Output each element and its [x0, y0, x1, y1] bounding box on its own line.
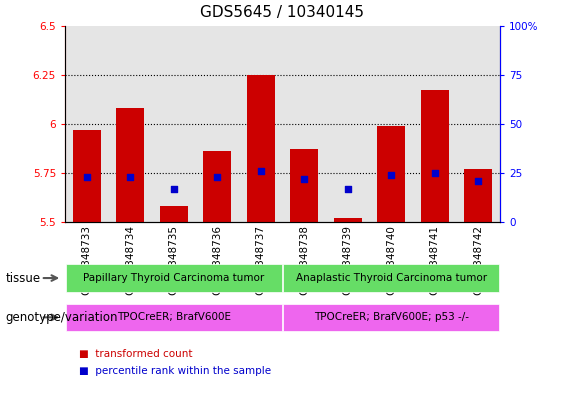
Bar [65, 26, 108, 222]
Point [170, 185, 179, 192]
Point [473, 178, 483, 184]
Bar [72, 130, 101, 222]
Bar [464, 169, 493, 222]
Point [82, 174, 92, 180]
Bar [333, 218, 362, 222]
Point [431, 170, 440, 176]
Bar [203, 151, 232, 222]
Point [212, 174, 221, 180]
Text: Papillary Thyroid Carcinoma tumor: Papillary Thyroid Carcinoma tumor [83, 273, 264, 283]
Bar [116, 108, 145, 222]
Bar [282, 26, 326, 222]
Bar [377, 126, 406, 222]
Text: Anaplastic Thyroid Carcinoma tumor: Anaplastic Thyroid Carcinoma tumor [295, 273, 487, 283]
Text: ■  percentile rank within the sample: ■ percentile rank within the sample [79, 366, 271, 376]
Bar [66, 264, 281, 292]
Text: genotype/variation: genotype/variation [6, 311, 118, 324]
Bar [290, 149, 319, 222]
Bar [66, 304, 281, 331]
Point [386, 172, 396, 178]
Text: TPOCreER; BrafV600E; p53 -/-: TPOCreER; BrafV600E; p53 -/- [314, 312, 469, 322]
Text: TPOCreER; BrafV600E: TPOCreER; BrafV600E [117, 312, 231, 322]
Bar [420, 90, 449, 222]
Point [299, 176, 308, 182]
Bar [246, 75, 275, 222]
Point [257, 168, 266, 174]
Bar [284, 264, 499, 292]
Title: GDS5645 / 10340145: GDS5645 / 10340145 [201, 5, 364, 20]
Bar [159, 206, 188, 222]
Text: ■  transformed count: ■ transformed count [79, 349, 193, 359]
Bar [457, 26, 500, 222]
Bar [239, 26, 282, 222]
Bar [152, 26, 195, 222]
Bar [326, 26, 370, 222]
Text: tissue: tissue [6, 272, 41, 285]
Bar [284, 304, 499, 331]
Bar [370, 26, 413, 222]
Bar [108, 26, 152, 222]
Point [126, 174, 135, 180]
Bar [413, 26, 457, 222]
Point [343, 185, 353, 192]
Bar [195, 26, 239, 222]
